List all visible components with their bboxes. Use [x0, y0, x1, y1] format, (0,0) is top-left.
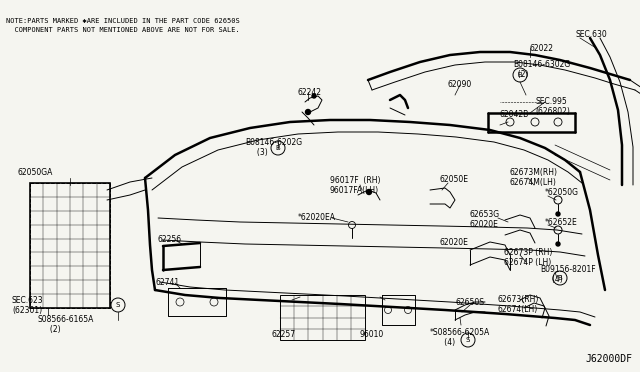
Text: SEC.995
(626802): SEC.995 (626802)	[535, 97, 570, 116]
Text: *62050G: *62050G	[545, 188, 579, 197]
Text: B08146-6302G
  (2): B08146-6302G (2)	[513, 60, 570, 79]
Text: 62257: 62257	[272, 330, 296, 339]
Text: S: S	[466, 337, 470, 343]
Text: B: B	[518, 72, 522, 78]
Text: B: B	[276, 145, 280, 151]
Text: 62653G
62020E: 62653G 62020E	[470, 210, 500, 230]
Text: 62673M(RH)
62674M(LH): 62673M(RH) 62674M(LH)	[510, 168, 558, 187]
Text: COMPONENT PARTS NOT MENTIONED ABOVE ARE NOT FOR SALE.: COMPONENT PARTS NOT MENTIONED ABOVE ARE …	[6, 27, 240, 33]
Circle shape	[367, 189, 371, 195]
Text: 62741: 62741	[155, 278, 179, 287]
Text: *62020EA: *62020EA	[298, 213, 336, 222]
Circle shape	[312, 94, 316, 98]
Text: 96010: 96010	[360, 330, 384, 339]
Text: 96017F  (RH)
96017FA(LH): 96017F (RH) 96017FA(LH)	[330, 176, 381, 195]
Bar	[280, 295, 365, 340]
Text: *62652E: *62652E	[545, 218, 578, 227]
Text: 62673P (RH)
62674P (LH): 62673P (RH) 62674P (LH)	[504, 248, 552, 267]
Text: 62242: 62242	[298, 88, 322, 97]
Text: B09156-8201F
     (4): B09156-8201F (4)	[540, 265, 596, 285]
Text: B: B	[557, 275, 563, 281]
Text: 62042B: 62042B	[500, 110, 529, 119]
Text: 62050GA: 62050GA	[18, 168, 53, 177]
Text: *S08566-6205A
      (4): *S08566-6205A (4)	[430, 328, 490, 347]
Text: SEC.623
(62301): SEC.623 (62301)	[12, 296, 44, 315]
Text: 62650S: 62650S	[455, 298, 484, 307]
Text: 62256: 62256	[158, 235, 182, 244]
Text: S: S	[116, 302, 120, 308]
Text: 62673(RH)
62674(LH): 62673(RH) 62674(LH)	[498, 295, 540, 314]
Text: J62000DF: J62000DF	[585, 354, 632, 364]
Text: 62020E: 62020E	[440, 238, 469, 247]
Circle shape	[305, 109, 310, 115]
Circle shape	[556, 242, 560, 246]
Bar	[30, 183, 110, 308]
Text: S08566-6165A
     (2): S08566-6165A (2)	[38, 315, 94, 334]
Text: B08146-6202G
     (3): B08146-6202G (3)	[245, 138, 302, 157]
Text: 62050E: 62050E	[440, 175, 469, 184]
Circle shape	[556, 212, 560, 216]
Text: SEC.630: SEC.630	[575, 30, 607, 39]
Text: 62022: 62022	[530, 44, 554, 53]
Text: NOTE:PARTS MARKED ✱ARE INCLUDED IN THE PART CODE 62650S: NOTE:PARTS MARKED ✱ARE INCLUDED IN THE P…	[6, 18, 240, 24]
Text: 62090: 62090	[448, 80, 472, 89]
